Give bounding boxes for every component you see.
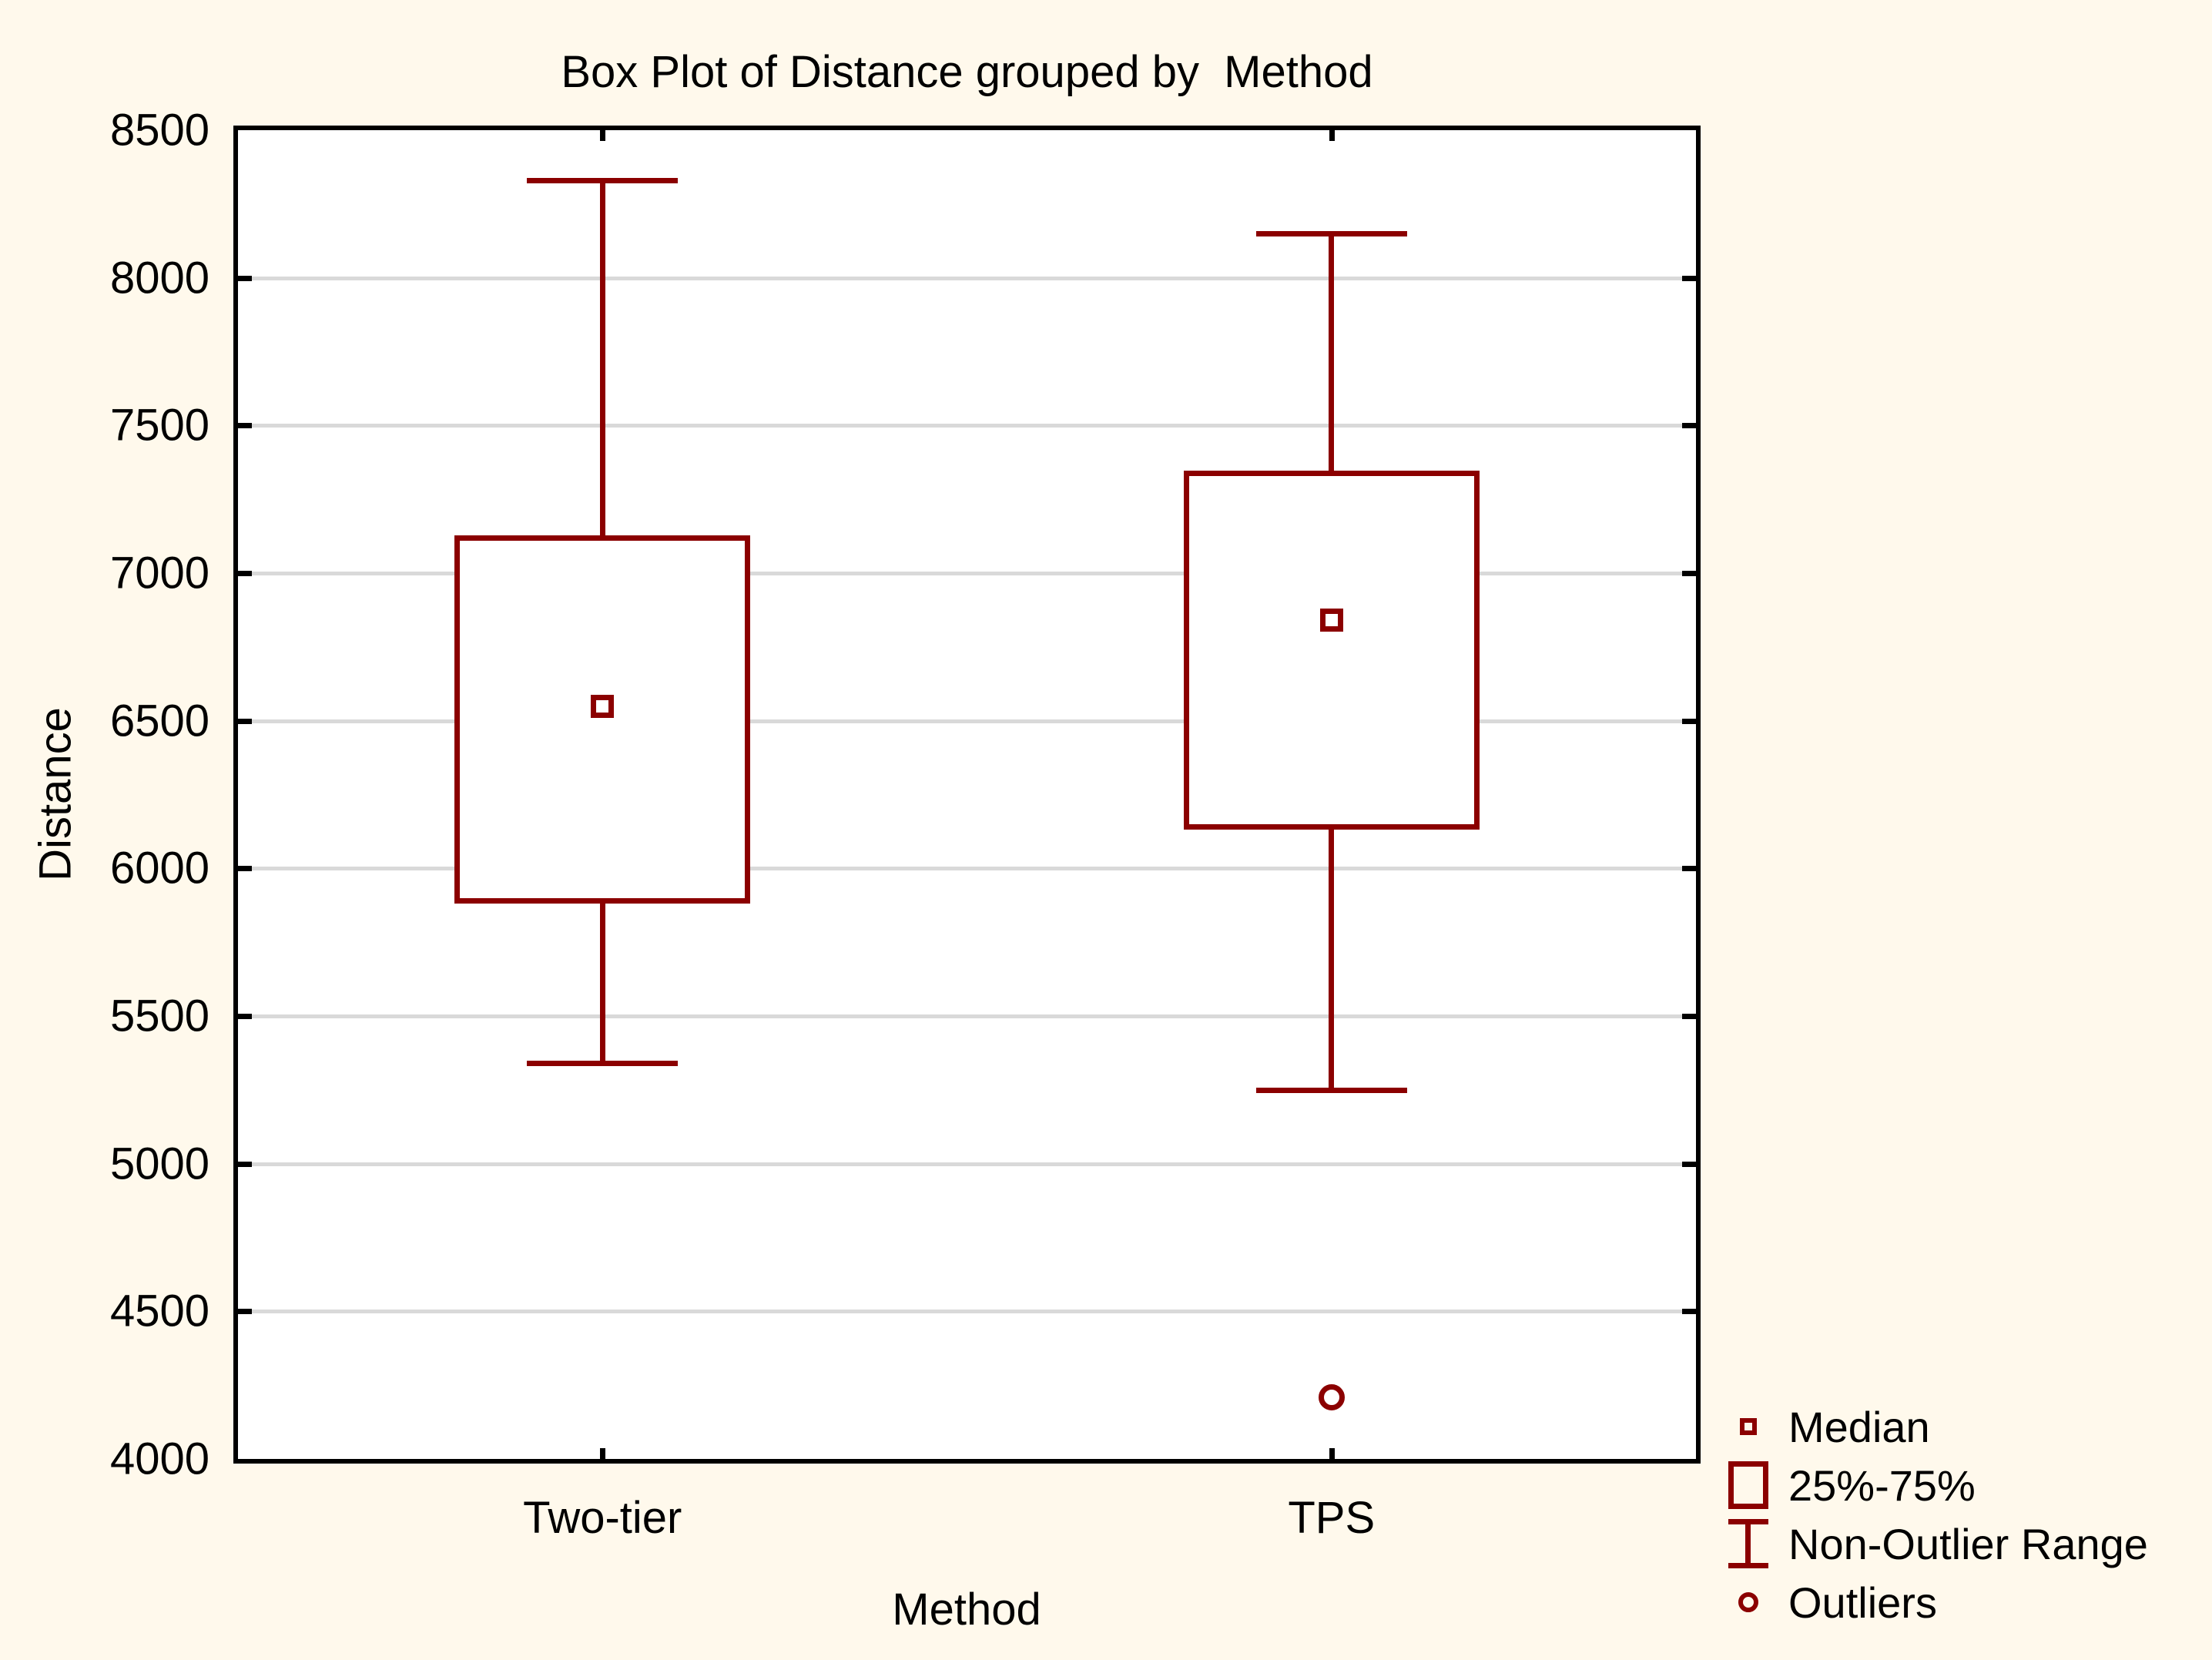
legend-item-iqr: 25%-75% <box>1719 1453 1976 1517</box>
iqr-box-two-tier <box>454 535 751 904</box>
iqr-box-tps <box>1183 470 1480 830</box>
y-axis-tick <box>1682 718 1696 724</box>
chart-title: Box Plot of Distance grouped by Method <box>561 47 1373 97</box>
gridline <box>238 1310 1696 1314</box>
legend-item-median: Median <box>1719 1394 1930 1459</box>
y-axis-tick <box>1682 1161 1696 1167</box>
legend-label: Outliers <box>1788 1578 1937 1627</box>
category-label: Two-tier <box>523 1493 682 1543</box>
y-axis-tick <box>238 1161 252 1167</box>
gridline <box>238 1162 1696 1166</box>
legend-item-outliers: Outliers <box>1719 1570 1937 1635</box>
category-tick <box>600 1448 606 1459</box>
y-tick-label: 8500 <box>109 105 209 156</box>
y-axis-tick <box>238 866 252 872</box>
y-tick-label: 4000 <box>109 1434 209 1484</box>
category-tick <box>1329 1448 1335 1459</box>
y-tick-label: 4500 <box>109 1286 209 1336</box>
iqr-box-icon <box>1728 1461 1768 1509</box>
outlier-marker <box>1318 1383 1345 1410</box>
whisker-cap-top <box>1255 231 1407 237</box>
category-label: TPS <box>1288 1493 1376 1543</box>
y-axis-tick <box>1682 275 1696 281</box>
whisker-cap-bottom <box>1255 1087 1407 1093</box>
y-axis-tick <box>238 571 252 576</box>
y-axis-tick <box>238 1309 252 1315</box>
y-axis-tick <box>1682 423 1696 429</box>
legend-label: 25%-75% <box>1788 1460 1976 1510</box>
whisker-range-icon <box>1728 1519 1768 1568</box>
y-axis-title: Distance <box>30 707 81 881</box>
y-tick-label: 7500 <box>109 400 209 451</box>
gridline <box>238 572 1696 575</box>
outlier-circle-icon <box>1738 1592 1758 1612</box>
y-axis-tick <box>238 275 252 281</box>
y-tick-label: 5000 <box>109 1139 209 1189</box>
y-tick-label: 6500 <box>109 696 209 746</box>
median-square-icon <box>1740 1418 1757 1435</box>
y-axis-tick <box>1682 1309 1696 1315</box>
y-axis-tick <box>238 718 252 724</box>
y-tick-label: 6000 <box>109 843 209 894</box>
y-tick-label: 8000 <box>109 253 209 303</box>
legend-label: Median <box>1788 1402 1930 1451</box>
gridline <box>238 719 1696 723</box>
category-tick <box>600 130 606 141</box>
y-tick-label: 5500 <box>109 991 209 1041</box>
gridline <box>238 424 1696 428</box>
legend-label: Non-Outlier Range <box>1788 1519 2148 1568</box>
gridline <box>238 867 1696 871</box>
whisker-cap-bottom <box>527 1061 679 1067</box>
y-axis-tick <box>238 1014 252 1019</box>
legend-item-non-outlier-range: Non-Outlier Range <box>1719 1511 2148 1576</box>
y-axis-tick <box>1682 1014 1696 1019</box>
median-marker <box>1319 609 1343 632</box>
gridline <box>238 276 1696 280</box>
y-axis-tick <box>238 423 252 429</box>
y-tick-label: 7000 <box>109 548 209 599</box>
plot-area <box>233 126 1701 1464</box>
gridline <box>238 1014 1696 1018</box>
category-tick <box>1329 130 1335 141</box>
whisker-cap-top <box>527 178 679 184</box>
x-axis-title: Method <box>892 1585 1041 1635</box>
median-marker <box>591 694 615 718</box>
y-axis-tick <box>1682 866 1696 872</box>
y-axis-tick <box>1682 571 1696 576</box>
